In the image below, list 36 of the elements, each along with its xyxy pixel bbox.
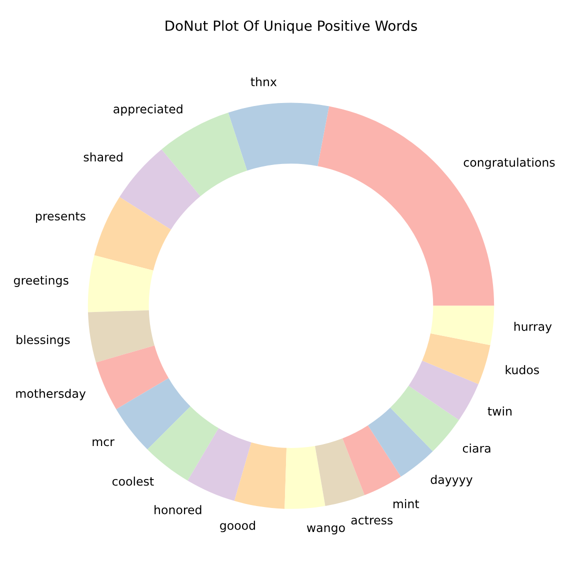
slice-label: thnx xyxy=(250,77,277,86)
donut-slice xyxy=(430,306,494,346)
donut-slice xyxy=(284,446,326,509)
slice-label: twin xyxy=(488,406,512,416)
donut-slice xyxy=(408,360,478,420)
slice-label: mcr xyxy=(92,439,114,446)
donut-slice xyxy=(188,428,252,501)
slice-label: coolest xyxy=(112,476,154,486)
slice-label: dayyyy xyxy=(430,474,472,486)
slice-label: goood xyxy=(220,520,255,532)
donut-slice xyxy=(315,438,365,506)
slice-label: greetings xyxy=(14,276,68,288)
donut-slice xyxy=(390,386,459,452)
slice-label: wango xyxy=(306,525,345,534)
donut-slice xyxy=(94,196,171,270)
slice-label: presents xyxy=(36,212,86,223)
donut-slice xyxy=(116,378,190,450)
donut-slice xyxy=(422,333,490,384)
slice-label: appreciated xyxy=(114,104,182,116)
slice-label: kudos xyxy=(506,365,539,374)
slice-label: shared xyxy=(84,152,122,162)
slice-label: mothersday xyxy=(16,388,86,400)
donut-slice xyxy=(342,425,401,496)
slice-label: hurray xyxy=(514,322,552,334)
slice-label: honored xyxy=(154,505,202,514)
slice-label: mint xyxy=(394,499,420,508)
chart-title: DoNut Plot Of Unique Positive Words xyxy=(166,20,418,34)
slice-label: blessings xyxy=(16,335,70,346)
donut-slice xyxy=(228,102,330,171)
slice-label: congratulations xyxy=(464,158,555,170)
slice-label: actress xyxy=(351,516,393,525)
donut-slice xyxy=(96,345,169,410)
donut-slice xyxy=(234,442,287,509)
donut-slice xyxy=(88,255,154,312)
slice-label: ciara xyxy=(462,444,490,453)
donut-slice xyxy=(88,310,154,362)
